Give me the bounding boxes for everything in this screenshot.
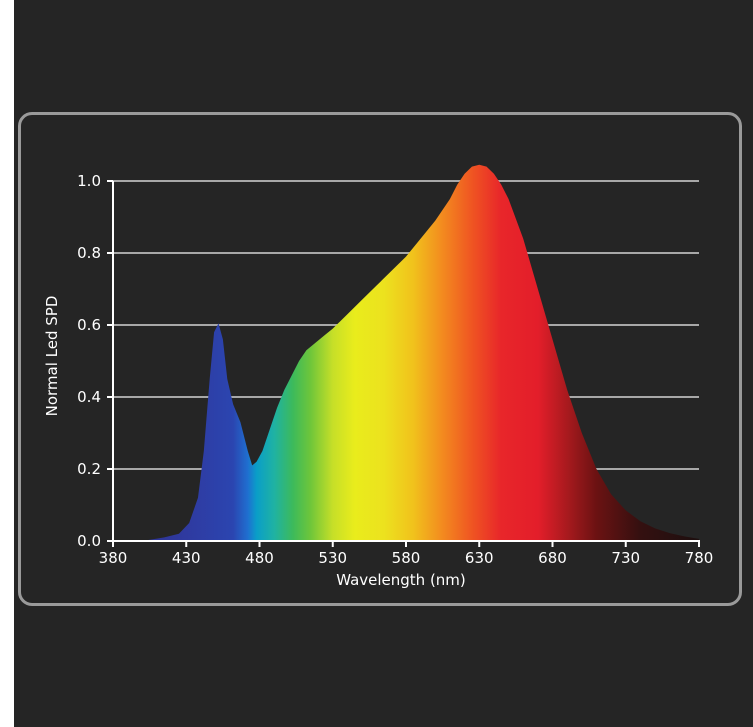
x-tick-label: 580 (392, 549, 421, 567)
x-tick-label: 630 (465, 549, 494, 567)
y-tick-label: 0.2 (77, 460, 101, 478)
y-tick-label: 0.4 (77, 388, 101, 406)
y-tick-label: 0.8 (77, 244, 101, 262)
y-axis-title: Normal Led SPD (43, 296, 61, 417)
y-tick-label: 0.0 (77, 532, 101, 550)
x-tick-label: 680 (538, 549, 567, 567)
x-tick-label: 380 (99, 549, 128, 567)
x-tick-label: 530 (318, 549, 347, 567)
y-tick-label: 0.6 (77, 316, 101, 334)
x-tick-label: 480 (245, 549, 274, 567)
x-tick-label: 430 (172, 549, 201, 567)
chart-frame (18, 112, 742, 606)
x-axis-title: Wavelength (nm) (336, 571, 466, 589)
spectrum-area (113, 164, 699, 542)
x-tick-label: 780 (685, 549, 714, 567)
y-tick-label: 1.0 (77, 172, 101, 190)
x-tick-label: 730 (611, 549, 640, 567)
